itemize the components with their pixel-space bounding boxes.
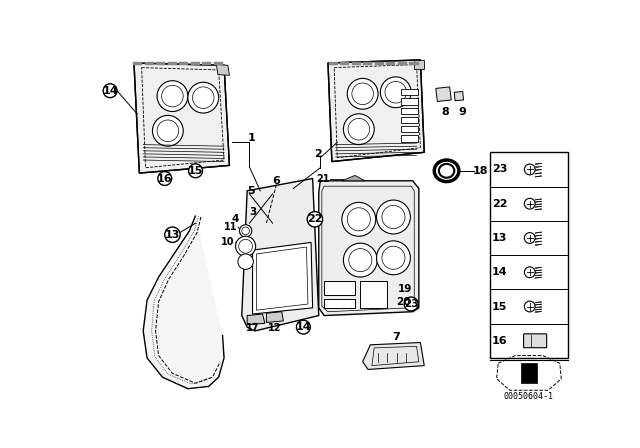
FancyBboxPatch shape [524,334,547,348]
Circle shape [524,198,535,209]
Text: 12: 12 [268,323,282,333]
Text: 6: 6 [273,176,280,186]
Circle shape [307,211,323,227]
Circle shape [342,202,376,236]
Polygon shape [436,87,451,102]
Polygon shape [143,215,224,389]
Circle shape [164,227,180,242]
Bar [401,135,418,142]
Bar [324,299,355,308]
Circle shape [376,241,410,275]
Text: 23: 23 [492,164,508,174]
Text: 23: 23 [404,299,419,309]
Circle shape [236,236,255,256]
Circle shape [524,267,535,278]
Text: 8: 8 [441,107,449,116]
Bar [521,363,537,383]
Text: 3: 3 [249,207,256,217]
Polygon shape [134,63,230,173]
Text: 20: 20 [396,297,411,307]
Polygon shape [363,343,424,370]
Bar [401,117,418,123]
Ellipse shape [435,160,459,181]
Text: 16: 16 [492,336,508,346]
Circle shape [344,114,374,145]
Text: 16: 16 [157,173,173,184]
Text: 4: 4 [232,214,239,224]
Bar [401,126,418,132]
Polygon shape [247,314,265,325]
Text: 1: 1 [248,134,255,143]
Text: 15: 15 [492,302,508,311]
Circle shape [524,301,535,312]
Text: 14: 14 [492,267,508,277]
Bar [324,281,355,295]
Polygon shape [253,242,312,314]
Polygon shape [328,60,424,162]
Text: 21: 21 [316,173,330,184]
Circle shape [239,225,252,237]
Circle shape [158,172,172,185]
Polygon shape [342,176,365,181]
Polygon shape [266,312,284,323]
Circle shape [344,243,378,277]
Polygon shape [216,65,230,75]
Circle shape [189,164,202,178]
Polygon shape [319,181,419,315]
Circle shape [103,84,117,98]
Circle shape [238,254,253,269]
Circle shape [348,78,378,109]
Bar [401,89,418,95]
Bar [401,108,418,114]
Text: 19: 19 [398,284,412,293]
Text: 17: 17 [246,323,259,333]
Polygon shape [454,91,463,101]
Circle shape [152,116,183,146]
Text: 18: 18 [473,166,488,176]
Text: 11: 11 [223,222,237,232]
Polygon shape [414,60,424,69]
Bar [360,281,387,308]
Circle shape [157,81,188,112]
Circle shape [524,233,535,243]
Text: 7: 7 [392,332,399,342]
Bar [490,152,568,358]
Text: 22: 22 [307,214,323,224]
Ellipse shape [439,164,454,178]
Text: 00050604-1: 00050604-1 [504,392,554,401]
Text: 13: 13 [164,230,180,240]
Text: 14: 14 [296,322,311,332]
Circle shape [380,77,411,108]
Text: 2: 2 [314,149,322,159]
Circle shape [404,297,418,311]
Text: 9: 9 [459,107,467,116]
Polygon shape [242,178,319,331]
Bar [401,99,418,104]
Circle shape [524,164,535,175]
Circle shape [376,200,410,234]
Text: 22: 22 [492,199,508,209]
Text: 14: 14 [102,86,118,96]
Text: 10: 10 [221,237,235,247]
Circle shape [296,320,310,334]
Text: 5: 5 [247,186,255,196]
Text: 13: 13 [492,233,508,243]
Circle shape [188,82,219,113]
Text: 15: 15 [188,166,204,176]
